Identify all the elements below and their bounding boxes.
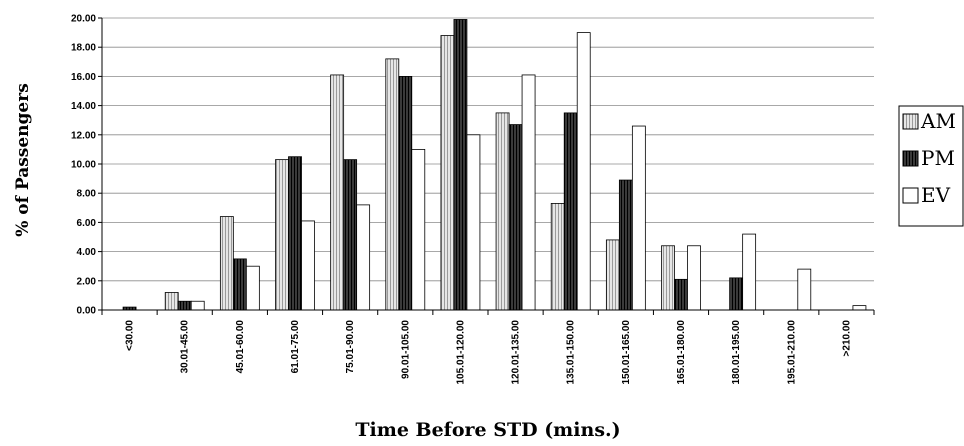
bar-ev — [631, 125, 646, 311]
bar-ev — [190, 300, 205, 311]
bar-ev — [356, 204, 371, 311]
bar-pm — [343, 159, 358, 311]
bar-ev — [687, 245, 701, 311]
bar-am — [330, 74, 345, 311]
bar-pm — [232, 258, 247, 311]
y-tick-label: 16.00 — [71, 72, 96, 83]
x-tick-label: 120.01-135.00 — [511, 320, 522, 385]
bar-ev — [797, 268, 812, 311]
bar-ev — [742, 233, 757, 311]
bar-pm — [288, 156, 302, 311]
x-tick-label: 90.01-105.00 — [400, 320, 411, 379]
bar-ev — [411, 148, 426, 311]
bar-ev — [521, 74, 536, 311]
y-tick-label: 18.00 — [71, 43, 96, 54]
y-tick-label: 20.00 — [71, 14, 96, 25]
bar-am — [440, 35, 455, 311]
bar-am — [605, 239, 620, 311]
bar-am — [275, 159, 289, 311]
bar-ev — [852, 305, 867, 311]
legend: AM PM EV — [898, 105, 964, 227]
y-tick-label: 6.00 — [77, 218, 97, 229]
x-tick-labels: <30.00 30.01-45.00 45.01-60.00 61.01-75.00 7… — [125, 320, 853, 385]
bar-am — [219, 216, 234, 311]
bar-am — [495, 112, 510, 311]
y-axis-label: % of Passengers — [13, 83, 33, 237]
bar-pm — [729, 277, 744, 311]
bar-ev — [576, 32, 591, 311]
bars — [122, 19, 867, 311]
x-tick-label: <30.00 — [125, 320, 136, 351]
legend-swatch-am — [902, 113, 919, 130]
bar-ev — [301, 220, 315, 311]
bar-pm — [563, 112, 578, 311]
x-tick-label: 30.01-45.00 — [180, 320, 191, 374]
x-tick-label: 165.01-180.00 — [676, 320, 687, 385]
legend-label-ev: EV — [921, 183, 951, 207]
bar-ev — [245, 265, 260, 311]
gridlines — [102, 17, 874, 282]
x-tick-label: 150.01-165.00 — [621, 320, 632, 385]
bar-pm — [453, 19, 468, 311]
axes — [98, 17, 875, 315]
y-tick-label: 12.00 — [71, 130, 96, 141]
bar-ev — [466, 134, 481, 311]
y-tick-label: 14.00 — [71, 101, 96, 112]
bar-pm — [674, 278, 688, 311]
bar-am — [164, 292, 179, 311]
x-tick-label: 61.01-75.00 — [290, 320, 301, 374]
x-tick-label: 180.01-195.00 — [731, 320, 742, 385]
bar-am — [661, 245, 675, 311]
y-tick-label: 8.00 — [77, 189, 97, 200]
x-tick-label: >210.00 — [841, 320, 852, 357]
bar-pm — [177, 300, 192, 311]
y-tick-label: 4.00 — [77, 247, 97, 258]
x-tick-label: 135.01-150.00 — [566, 320, 577, 385]
x-tick-label: 195.01-210.00 — [786, 320, 797, 385]
bar-pm — [398, 76, 413, 311]
y-tick-label: 10.00 — [71, 160, 96, 171]
legend-label-pm: PM — [921, 146, 955, 170]
bar-pm — [508, 124, 523, 311]
y-tick-labels: 0.00 2.00 4.00 6.00 8.00 10.00 12.00 14.00 16.00… — [71, 14, 96, 317]
x-tick-label: 105.01-120.00 — [455, 320, 466, 385]
bar-am — [385, 58, 400, 311]
legend-swatch-ev — [902, 187, 919, 204]
x-axis-label: Time Before STD (mins.) — [355, 419, 620, 441]
bar-am — [550, 203, 565, 311]
y-tick-label: 2.00 — [77, 276, 97, 287]
x-tick-label: 45.01-60.00 — [235, 320, 246, 374]
x-tick-label: 75.01-90.00 — [345, 320, 356, 374]
legend-swatch-pm — [902, 150, 919, 167]
legend-label-am: AM — [920, 109, 956, 133]
y-tick-label: 0.00 — [77, 306, 97, 317]
bar-pm — [618, 179, 633, 311]
